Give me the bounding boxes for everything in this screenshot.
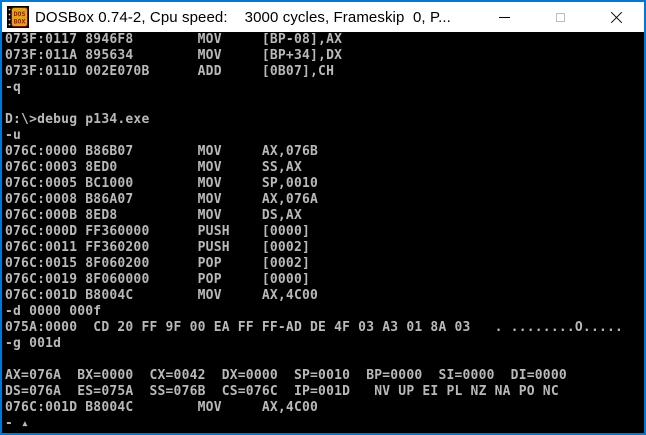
terminal-line	[5, 352, 644, 368]
terminal-line-prompt: - ▴	[5, 416, 30, 431]
minimize-button[interactable]	[476, 2, 532, 32]
terminal-line: 073F:011D 002E070B ADD [0B07],CH	[5, 64, 335, 79]
titlebar[interactable]: DOS BOX DOSBox 0.74-2, Cpu speed: 3000 c…	[2, 2, 644, 32]
close-button[interactable]	[588, 2, 644, 32]
dosbox-logo-icon: DOS BOX	[7, 6, 29, 28]
terminal-line: 076C:000D FF360000 PUSH [0000]	[5, 224, 311, 239]
terminal-line: 073F:011A 895634 MOV [BP+34],DX	[5, 48, 343, 63]
maximize-icon	[555, 12, 565, 22]
terminal-line: -g 001d	[5, 336, 62, 351]
window-controls	[476, 2, 644, 32]
terminal-line: 076C:0005 BC1000 MOV SP,0010	[5, 176, 319, 191]
terminal-line: D:\>debug p134.exe	[5, 112, 150, 127]
terminal-line: 076C:001D B8004C MOV AX,4C00	[5, 400, 319, 415]
terminal-line: 076C:0019 8F060000 POP [0000]	[5, 272, 311, 287]
maximize-button	[532, 2, 588, 32]
terminal-line: DS=076A ES=075A SS=076B CS=076C IP=001D …	[5, 384, 559, 399]
terminal-line: 076C:0000 B86B07 MOV AX,076B	[5, 144, 319, 159]
terminal-line: -d 0000 000f	[5, 304, 102, 319]
terminal-line: -u	[5, 128, 22, 143]
terminal-line: 076C:0008 B86A07 MOV AX,076A	[5, 192, 319, 207]
terminal-line	[5, 96, 644, 112]
terminal-line: 076C:001D B8004C MOV AX,4C00	[5, 288, 319, 303]
terminal-line: 076C:0015 8F060200 POP [0002]	[5, 256, 311, 271]
svg-text:DOS: DOS	[14, 10, 26, 18]
svg-text:BOX: BOX	[14, 18, 26, 26]
close-icon	[610, 11, 623, 24]
window-title: DOSBox 0.74-2, Cpu speed: 3000 cycles, F…	[35, 8, 451, 26]
terminal-screen[interactable]: 073F:0117 8946F8 MOV [BP-08],AX 073F:011…	[2, 32, 644, 433]
terminal-line: -q	[5, 80, 22, 95]
terminal-line: AX=076A BX=0000 CX=0042 DX=0000 SP=0010 …	[5, 368, 567, 383]
terminal-line: 076C:0011 FF360200 PUSH [0002]	[5, 240, 311, 255]
minimize-icon	[498, 16, 510, 18]
terminal-line: 075A:0000 CD 20 FF 9F 00 EA FF FF-AD DE …	[5, 320, 624, 335]
terminal-line: 076C:000B 8ED8 MOV DS,AX	[5, 208, 302, 223]
terminal-line: 076C:0003 8ED0 MOV SS,AX	[5, 160, 302, 175]
terminal-line: 073F:0117 8946F8 MOV [BP-08],AX	[5, 32, 343, 47]
